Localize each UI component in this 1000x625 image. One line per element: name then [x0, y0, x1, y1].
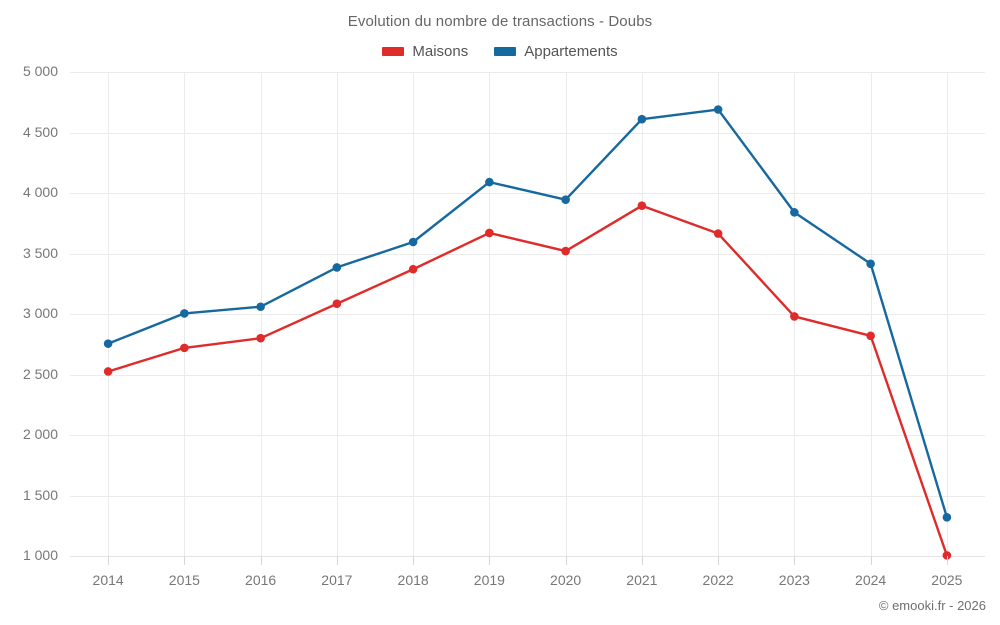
legend-label-maisons: Maisons: [412, 43, 469, 60]
x-axis-tick-mark: [260, 556, 262, 565]
y-axis-tick-label: 4 500: [22, 123, 58, 140]
legend-item-appartements[interactable]: Appartements: [494, 43, 618, 60]
vertical-gridline: [565, 72, 567, 556]
data-point[interactable]: [332, 263, 342, 272]
x-axis-tick-label: 2025: [931, 572, 963, 588]
data-point[interactable]: [561, 246, 570, 256]
data-point[interactable]: [790, 208, 799, 217]
vertical-gridline: [489, 72, 491, 556]
data-point[interactable]: [561, 195, 570, 204]
x-axis-tick-label: 2017: [321, 572, 353, 588]
legend-swatch-appartements: [494, 47, 517, 56]
data-point[interactable]: [485, 177, 494, 187]
y-axis-tick-label: 2 000: [22, 426, 58, 442]
x-axis-tick-label: 2014: [92, 572, 124, 588]
x-axis-tick-label: 2021: [626, 572, 658, 588]
x-axis-tick-mark: [946, 556, 948, 565]
data-point[interactable]: [180, 309, 189, 318]
data-point[interactable]: [256, 333, 265, 343]
data-point[interactable]: [408, 237, 418, 247]
gridline: [70, 495, 985, 497]
legend-item-maisons[interactable]: Maisons: [382, 44, 468, 59]
data-point[interactable]: [103, 339, 113, 348]
data-point[interactable]: [942, 551, 952, 560]
x-axis-tick-label: 2018: [397, 572, 429, 588]
x-axis-tick-mark: [718, 556, 720, 565]
footer-credit: © emooki.fr - 2026: [878, 598, 986, 613]
data-point[interactable]: [408, 264, 418, 274]
gridline: [70, 193, 985, 194]
gridline: [70, 132, 985, 134]
data-point[interactable]: [332, 299, 342, 309]
data-point[interactable]: [713, 105, 723, 114]
gridline: [70, 72, 985, 73]
x-axis-tick-mark: [336, 556, 338, 565]
data-point[interactable]: [180, 343, 189, 353]
data-point[interactable]: [866, 331, 875, 341]
vertical-gridline: [108, 72, 110, 556]
x-axis-tick-label: 2015: [168, 572, 200, 588]
gridline: [70, 556, 985, 557]
vertical-gridline: [413, 72, 415, 556]
chart-title: Evolution du nombre de transactions - Do…: [347, 13, 653, 30]
plot-area: [70, 72, 985, 560]
legend-swatch-maisons: [382, 47, 405, 56]
gridline: [70, 253, 985, 255]
data-point[interactable]: [942, 512, 952, 522]
x-axis-tick-mark: [184, 556, 186, 565]
data-point[interactable]: [713, 229, 723, 238]
data-point[interactable]: [637, 201, 647, 211]
vertical-gridline: [718, 72, 720, 556]
data-point[interactable]: [790, 312, 799, 321]
vertical-gridline: [641, 72, 643, 556]
x-axis-tick-mark: [870, 556, 872, 565]
gridline: [70, 314, 985, 315]
y-axis-tick-label: 3 500: [22, 244, 58, 261]
x-axis-tick-label: 2016: [245, 572, 277, 588]
series-appartements: [103, 105, 952, 522]
x-axis-tick-label: 2023: [778, 572, 810, 588]
x-axis-tick-mark: [565, 556, 567, 565]
y-axis-tick-label: 2 500: [22, 365, 58, 382]
series-line: [106, 204, 949, 557]
x-axis-tick-mark: [108, 556, 110, 565]
data-point[interactable]: [637, 114, 647, 124]
gridline: [70, 435, 985, 436]
y-axis-tick-label: 1 500: [22, 486, 58, 503]
y-axis-tick-label: 4 000: [22, 184, 58, 200]
x-axis-tick-mark: [794, 556, 796, 565]
x-axis-tick-label: 2020: [550, 572, 582, 588]
vertical-gridline: [870, 72, 872, 556]
x-axis-tick-label: 2019: [473, 572, 505, 588]
chart-legend: Maisons Appartements: [0, 44, 1000, 59]
data-point[interactable]: [103, 367, 113, 376]
series-lines: [103, 105, 952, 560]
vertical-gridline: [946, 72, 948, 556]
legend-label-appartements: Appartements: [524, 43, 618, 60]
x-axis-tick-label: 2024: [855, 572, 887, 588]
x-axis-tick-mark: [641, 556, 643, 565]
y-axis-tick-label: 3 000: [22, 305, 58, 321]
vertical-gridline: [336, 72, 338, 556]
data-point[interactable]: [256, 302, 265, 312]
gridline: [70, 374, 985, 376]
x-axis-tick-label: 2022: [702, 572, 734, 588]
y-axis-tick-label: 1 000: [22, 547, 58, 563]
series-maisons: [103, 201, 952, 560]
data-point[interactable]: [485, 228, 494, 238]
vertical-gridline: [260, 72, 262, 556]
y-axis-tick-label: 5 000: [22, 63, 58, 79]
x-axis-tick-mark: [489, 556, 491, 565]
data-point[interactable]: [866, 259, 875, 269]
x-axis-tick-mark: [413, 556, 415, 565]
series-line: [106, 108, 949, 519]
